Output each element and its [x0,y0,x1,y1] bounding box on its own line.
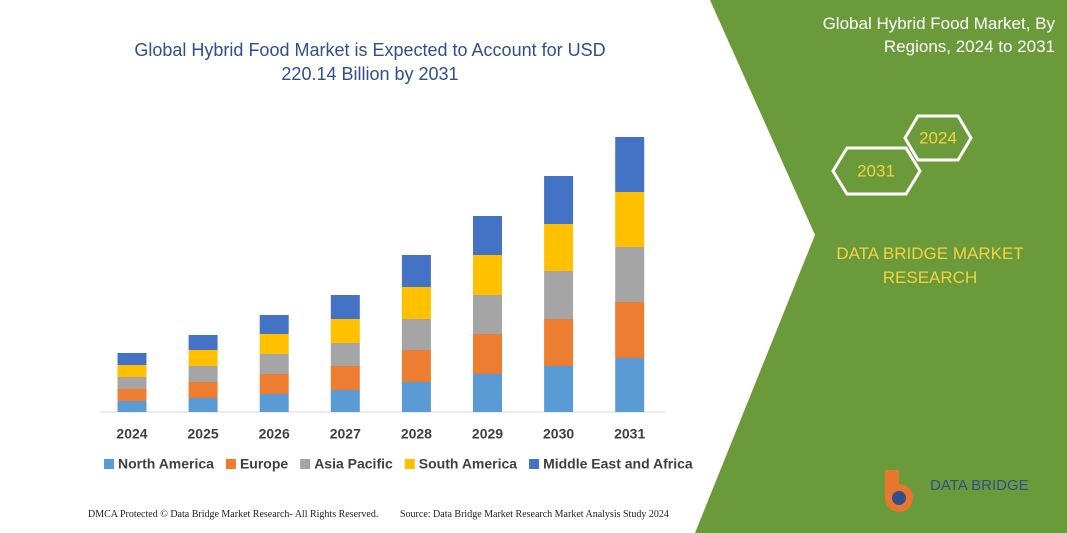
bar-segment [330,343,360,366]
bar-segment [615,137,645,192]
x-tick-label: 2026 [259,426,290,442]
legend-swatch [404,459,415,469]
chart-title: Global Hybrid Food Market is Expected to… [134,40,606,84]
bar-segment [188,382,218,398]
bar-segment [615,358,645,412]
bar-segment [188,366,218,382]
hexagon [831,146,922,196]
x-tick-label: 2028 [401,426,432,442]
legend-label: Middle East and Africa [543,456,693,472]
x-tick-label: 2029 [472,426,503,442]
bar-segment [259,374,289,394]
x-tick-label: 2031 [614,426,645,442]
bar-segment [473,334,502,374]
bar-segment [188,335,218,350]
x-tick-label: 2024 [116,426,147,442]
bar-segment [544,176,574,224]
bar-segment [259,394,289,412]
legend-label: South America [419,456,517,472]
footer-left: DMCA Protected © Data Bridge Market Rese… [88,509,379,520]
bar-segment [401,287,431,319]
x-tick-label: 2027 [330,426,361,442]
legend-label: Asia Pacific [314,456,393,472]
x-tick-label: 2025 [188,426,219,442]
bar-segment [259,354,289,374]
bar-segment [330,319,360,343]
legend-swatch [225,459,236,469]
logo-text: DATA BRIDGE [930,477,1029,494]
bar-segment [117,401,147,412]
footer-right: Source: Data Bridge Market Research Mark… [400,509,669,520]
legend-swatch [300,459,311,469]
bar-segment [544,224,574,271]
bar-segment [188,350,218,366]
bar-segment [117,389,147,401]
bar-segment [330,295,360,319]
legend-label: Europe [240,456,288,472]
bar-segment [615,192,645,247]
legend-swatch [104,459,114,469]
hex-label: 2024 [919,128,957,147]
bar-segment [401,255,431,287]
legend-label: North America [118,456,214,472]
bar-segment [615,302,645,358]
bar-segment [544,319,574,366]
hexagon [903,114,973,162]
brand: DATA BRIDGE MARKET RESEARCH [836,244,1024,287]
bar-segment [473,216,502,255]
logo-icon [892,491,906,505]
hex-label: 2031 [857,161,895,180]
x-tick-label: 2030 [543,426,574,442]
bar-segment [473,374,502,412]
bar-segment [544,366,574,412]
bar-segment [188,398,218,412]
bar-segment [259,315,289,334]
bar-segment [473,295,502,334]
bar-segment [330,366,360,390]
bar-segment [117,377,147,389]
bar-segment [117,353,147,365]
side-panel [695,0,1067,533]
bar-segment [473,255,502,295]
panel-title: Global Hybrid Food Market, By Regions, 2… [822,14,1055,56]
bar-segment [259,334,289,354]
bar-segment [117,365,147,377]
legend-swatch [529,459,540,469]
bar-segment [401,319,431,350]
bar-segment [401,382,431,412]
bar-segment [401,350,431,382]
bar-segment [544,271,574,319]
bar-segment [330,390,360,412]
bar-segment [615,247,645,302]
